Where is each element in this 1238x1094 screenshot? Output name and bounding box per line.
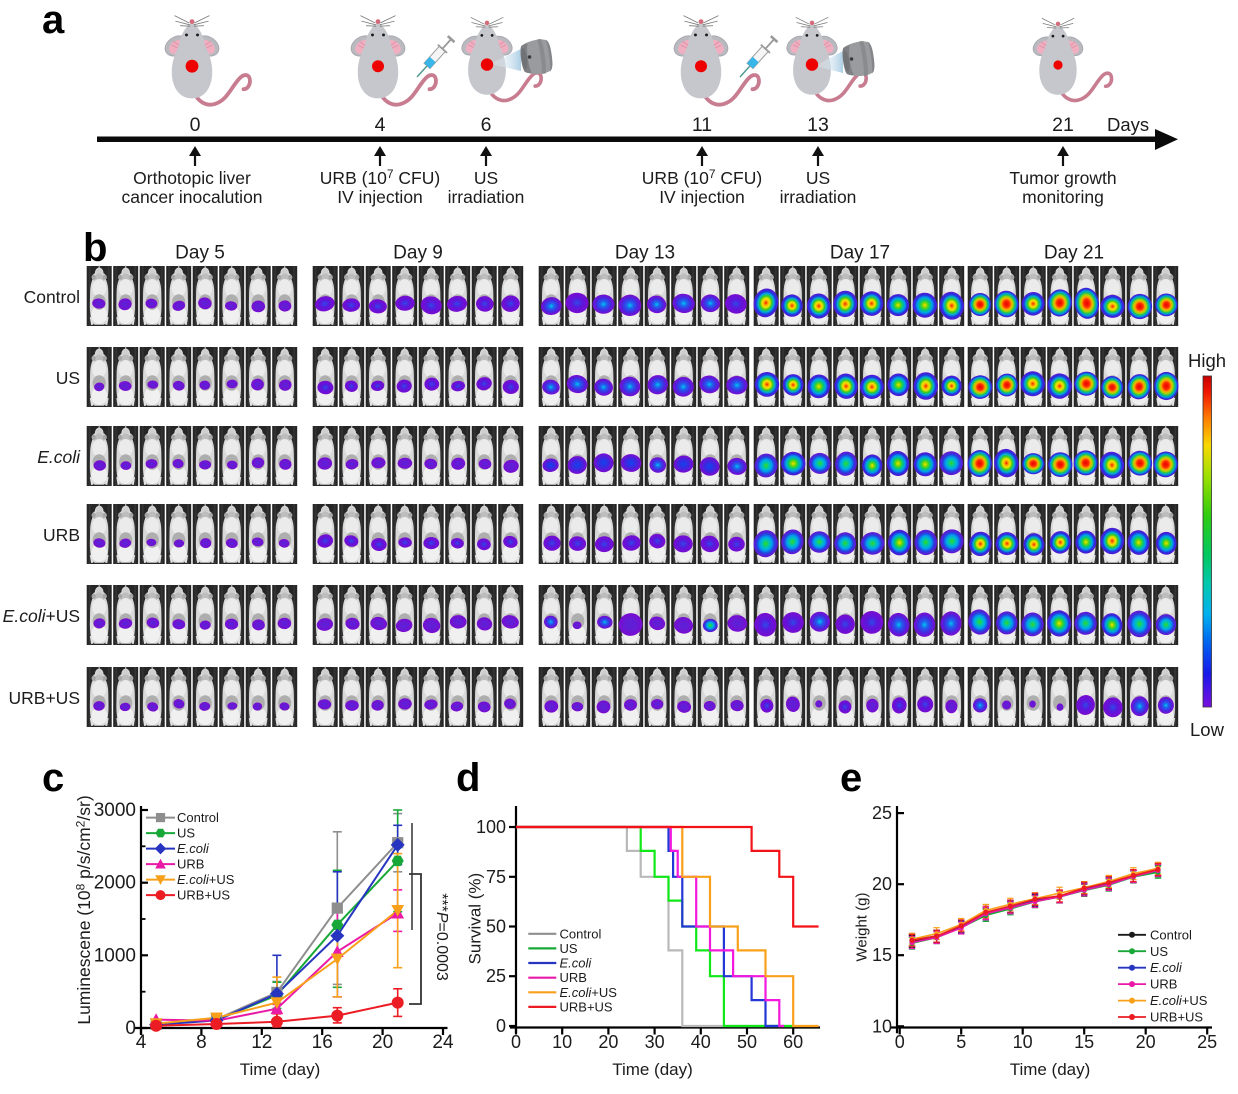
svg-text:cancer inocalution: cancer inocalution xyxy=(121,187,262,207)
svg-text:E.coli+US: E.coli+US xyxy=(177,872,235,887)
svg-text:E.coli+US: E.coli+US xyxy=(1150,993,1208,1008)
svg-text:Control: Control xyxy=(560,926,602,941)
svg-text:10: 10 xyxy=(872,1016,892,1036)
svg-text:URB+US: URB+US xyxy=(177,888,230,903)
svg-text:Control: Control xyxy=(24,287,80,307)
svg-text:Survival (%): Survival (%) xyxy=(466,873,485,965)
svg-text:URB: URB xyxy=(177,857,204,872)
svg-text:20: 20 xyxy=(372,1032,393,1053)
svg-text:Time (day): Time (day) xyxy=(1010,1060,1091,1079)
svg-text:irradiation: irradiation xyxy=(448,187,525,207)
svg-text:a: a xyxy=(42,0,65,42)
svg-text:Luminescene (108 p/s/cm2/sr): Luminescene (108 p/s/cm2/sr) xyxy=(74,795,95,1024)
svg-text:5: 5 xyxy=(956,1032,966,1052)
svg-text:50: 50 xyxy=(486,917,506,937)
svg-text:Tumor growth: Tumor growth xyxy=(1009,168,1116,188)
svg-text:URB+US: URB+US xyxy=(9,688,80,708)
svg-text:15: 15 xyxy=(1074,1032,1094,1052)
svg-text:15: 15 xyxy=(872,945,892,965)
svg-text:Day 17: Day 17 xyxy=(830,243,890,264)
svg-text:6: 6 xyxy=(481,114,492,136)
svg-text:24: 24 xyxy=(432,1032,454,1053)
svg-text:0: 0 xyxy=(496,1016,506,1036)
svg-text:US: US xyxy=(806,168,830,188)
svg-text:Low: Low xyxy=(1190,719,1225,740)
svg-text:40: 40 xyxy=(691,1032,711,1052)
svg-text:URB: URB xyxy=(1150,977,1177,992)
svg-text:Orthotopic liver: Orthotopic liver xyxy=(133,168,251,188)
svg-text:US: US xyxy=(177,826,195,841)
svg-text:monitoring: monitoring xyxy=(1022,187,1104,207)
svg-text:Control: Control xyxy=(1150,927,1192,942)
svg-text:URB (107 CFU): URB (107 CFU) xyxy=(320,167,440,188)
svg-text:d: d xyxy=(456,756,480,800)
svg-text:c: c xyxy=(42,756,64,800)
svg-text:20: 20 xyxy=(1136,1032,1156,1052)
svg-text:Time (day): Time (day) xyxy=(240,1060,321,1079)
svg-text:100: 100 xyxy=(476,817,506,837)
svg-text:Days: Days xyxy=(1107,114,1149,135)
svg-text:25: 25 xyxy=(872,803,892,823)
svg-text:0: 0 xyxy=(190,114,201,136)
svg-text:10: 10 xyxy=(552,1032,572,1052)
svg-text:4: 4 xyxy=(375,114,386,136)
svg-text:Day 21: Day 21 xyxy=(1044,243,1104,264)
svg-text:E.coli: E.coli xyxy=(560,956,593,971)
svg-text:URB: URB xyxy=(560,970,587,985)
svg-text:3000: 3000 xyxy=(94,800,136,821)
svg-text:URB: URB xyxy=(43,525,80,545)
svg-text:US: US xyxy=(474,168,498,188)
svg-text:21: 21 xyxy=(1052,114,1074,136)
svg-text:4: 4 xyxy=(136,1032,147,1053)
svg-text:0: 0 xyxy=(125,1018,136,1039)
svg-text:Day 5: Day 5 xyxy=(175,243,225,264)
svg-text:e: e xyxy=(840,756,862,800)
svg-text:16: 16 xyxy=(312,1032,333,1053)
svg-text:Time (day): Time (day) xyxy=(612,1060,693,1079)
svg-text:20: 20 xyxy=(872,874,892,894)
svg-text:10: 10 xyxy=(1013,1032,1033,1052)
svg-text:IV injection: IV injection xyxy=(337,187,423,207)
svg-text:2000: 2000 xyxy=(94,873,136,894)
svg-text:0: 0 xyxy=(895,1032,905,1052)
svg-text:Weight (g): Weight (g) xyxy=(854,893,871,962)
svg-text:25: 25 xyxy=(486,966,506,986)
svg-text:11: 11 xyxy=(692,114,712,136)
svg-text:E.coli: E.coli xyxy=(37,447,81,467)
svg-text:b: b xyxy=(83,226,107,270)
svg-text:E.coli: E.coli xyxy=(1150,960,1183,975)
svg-text:20: 20 xyxy=(598,1032,618,1052)
svg-text:URB+US: URB+US xyxy=(1150,1010,1203,1025)
svg-text:irradiation: irradiation xyxy=(780,187,857,207)
svg-text:0: 0 xyxy=(511,1032,521,1052)
svg-text:URB (107 CFU): URB (107 CFU) xyxy=(642,167,762,188)
svg-text:***P=0.0003: ***P=0.0003 xyxy=(433,893,450,981)
svg-text:25: 25 xyxy=(1197,1032,1217,1052)
svg-text:IV injection: IV injection xyxy=(659,187,745,207)
svg-text:US: US xyxy=(1150,944,1168,959)
svg-text:75: 75 xyxy=(486,867,506,887)
svg-text:High: High xyxy=(1188,350,1226,371)
svg-text:US: US xyxy=(560,941,578,956)
svg-text:US: US xyxy=(56,368,80,388)
svg-text:13: 13 xyxy=(807,114,829,136)
svg-text:E.coli+US: E.coli+US xyxy=(3,606,80,626)
svg-text:Day 13: Day 13 xyxy=(615,243,675,264)
svg-text:12: 12 xyxy=(251,1032,272,1053)
svg-text:50: 50 xyxy=(737,1032,757,1052)
svg-text:1000: 1000 xyxy=(94,945,136,966)
svg-text:Control: Control xyxy=(177,810,219,825)
svg-text:E.coli: E.coli xyxy=(177,841,210,856)
svg-text:URB+US: URB+US xyxy=(560,999,613,1014)
svg-text:E.coli+US: E.coli+US xyxy=(560,985,618,1000)
svg-text:8: 8 xyxy=(196,1032,207,1053)
svg-text:30: 30 xyxy=(645,1032,665,1052)
svg-text:60: 60 xyxy=(783,1032,803,1052)
svg-text:Day 9: Day 9 xyxy=(393,243,443,264)
